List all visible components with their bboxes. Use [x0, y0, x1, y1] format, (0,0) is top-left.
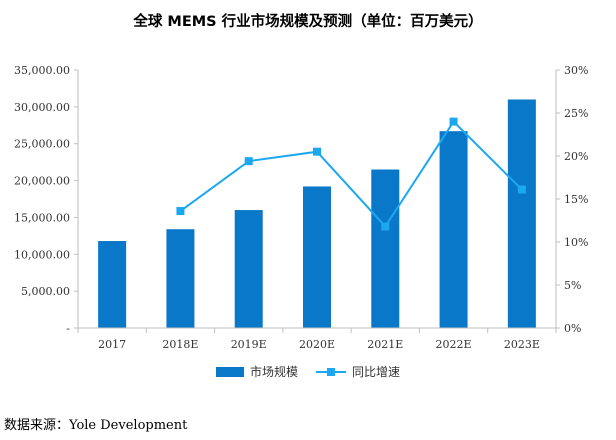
x-tick-label: 2023E — [504, 338, 540, 351]
left-tick-label: 35,000.00 — [14, 64, 70, 77]
bar-2022E — [439, 131, 468, 328]
line-point-2019E — [244, 157, 253, 166]
legend: 市场规模 同比增速 — [216, 364, 400, 379]
line-point-2020E — [313, 147, 321, 156]
bar-2018E — [166, 229, 195, 328]
x-tick-label: 2021E — [367, 338, 403, 351]
right-y-axis-ticks: 0% 5% 10% 15% 20% 25% 30% — [564, 64, 588, 335]
right-tick-label: 25% — [564, 107, 588, 120]
left-tick-label: - — [66, 322, 70, 335]
right-tick-label: 20% — [564, 150, 588, 163]
left-y-axis-ticks: - 5,000.00 10,000.00 15,000.00 20,000.00 25,0… — [14, 64, 70, 335]
left-tick-label: 5,000.00 — [21, 285, 70, 298]
source-note: 数据来源：Yole Development — [4, 418, 188, 433]
line-point-2021E — [381, 222, 390, 231]
bar-2021E — [371, 169, 400, 328]
legend-line-label: 同比增速 — [352, 365, 400, 379]
right-tick-label: 0% — [564, 322, 581, 335]
legend-bar-swatch — [216, 367, 244, 377]
right-tick-label: 10% — [564, 236, 588, 249]
right-tick-label: 30% — [564, 64, 588, 77]
line-series — [176, 117, 526, 231]
line-point-2022E — [449, 117, 458, 126]
left-tick-label: 15,000.00 — [14, 211, 70, 224]
left-tick-label: 25,000.00 — [14, 138, 70, 151]
line-point-2023E — [517, 185, 526, 194]
x-tick-label: 2018E — [162, 338, 198, 351]
legend-line-marker — [327, 368, 335, 376]
x-axis-ticks: 2017 2018E 2019E 2020E 2021E 2022E 2023E — [98, 338, 540, 351]
left-tick-label: 30,000.00 — [14, 101, 70, 114]
bar-series — [98, 99, 536, 328]
bar-2023E — [507, 99, 536, 328]
bar-2020E — [303, 186, 331, 328]
x-tick-label: 2022E — [436, 338, 472, 351]
legend-bar-label: 市场规模 — [250, 364, 298, 379]
left-tick-label: 10,000.00 — [14, 248, 70, 261]
x-tick-label: 2019E — [231, 338, 267, 351]
right-tick-label: 5% — [564, 279, 581, 292]
growth-rate-line — [179, 120, 523, 229]
x-tick-label: 2020E — [299, 338, 335, 351]
bar-2019E — [234, 210, 263, 328]
chart-title: 全球 MEMS 行业市场规模及预测（单位：百万美元） — [133, 14, 483, 30]
x-tick-label: 2017 — [98, 338, 126, 351]
right-tick-label: 15% — [564, 193, 588, 206]
left-tick-label: 20,000.00 — [14, 175, 70, 188]
bar-2017 — [98, 241, 127, 328]
axes — [74, 69, 560, 333]
line-point-2018E — [176, 207, 185, 216]
